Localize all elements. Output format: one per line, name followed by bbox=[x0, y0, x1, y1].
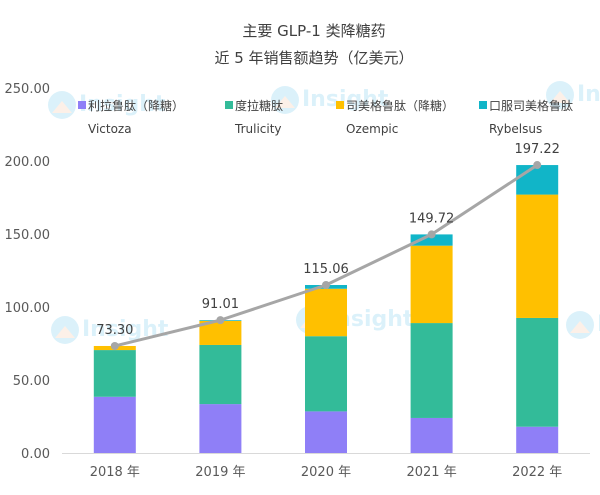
legend-label: 口服司美格鲁肽 bbox=[489, 98, 573, 113]
legend-label: 利拉鲁肽（降糖） bbox=[88, 98, 184, 113]
watermark: Insight bbox=[48, 91, 166, 119]
x-tick-label: 2022 年 bbox=[512, 465, 562, 480]
legend-item: 度拉糖肽 Trulicity bbox=[225, 98, 283, 136]
y-tick-label: 0.00 bbox=[21, 447, 50, 462]
total-point bbox=[110, 341, 119, 350]
bar-segment bbox=[410, 245, 453, 324]
bars bbox=[93, 165, 559, 453]
legend-label: 度拉糖肽 bbox=[235, 98, 283, 113]
watermark-text: Insight bbox=[79, 92, 166, 117]
total-data-label: 91.01 bbox=[202, 297, 239, 312]
total-line: 73.30 91.01 115.06 149.72 197.22 bbox=[96, 142, 560, 350]
y-tick-label: 50.00 bbox=[13, 374, 50, 389]
total-data-label: 73.30 bbox=[96, 323, 133, 338]
legend-sublabel: Trulicity bbox=[234, 122, 282, 136]
total-data-label: 149.72 bbox=[409, 211, 455, 226]
bar-segment bbox=[410, 417, 453, 453]
bar-segment bbox=[516, 194, 559, 318]
legend-swatch bbox=[336, 101, 344, 109]
bar-segment bbox=[305, 336, 347, 412]
bar-segment bbox=[516, 426, 559, 453]
bar-segment bbox=[305, 411, 347, 453]
total-point bbox=[322, 281, 330, 290]
bar-segment bbox=[305, 288, 347, 337]
bar-segment bbox=[199, 404, 242, 453]
legend-swatch bbox=[479, 101, 487, 109]
total-point bbox=[533, 161, 542, 170]
watermark: Insight bbox=[51, 316, 169, 344]
legend-item: 司美格鲁肽（降糖） Ozempic bbox=[336, 98, 454, 136]
total-data-label: 115.06 bbox=[303, 262, 349, 277]
legend-swatch bbox=[225, 101, 233, 109]
x-tick-label: 2019 年 bbox=[195, 465, 245, 480]
y-axis: 0.00 50.00 100.00 150.00 200.00 250.00 bbox=[5, 82, 51, 462]
legend-item: 口服司美格鲁肽 Rybelsus bbox=[479, 98, 573, 136]
legend: 利拉鲁肽（降糖） Victoza 度拉糖肽 Trulicity 司美格鲁肽（降糖） Oze… bbox=[78, 98, 573, 136]
legend-sublabel: Victoza bbox=[88, 122, 132, 136]
watermark: Insight bbox=[546, 81, 600, 109]
bar-segment bbox=[93, 350, 136, 397]
watermark-text: Insight bbox=[597, 312, 600, 337]
y-tick-label: 200.00 bbox=[5, 155, 51, 170]
chart-title-line-1: 主要 GLP-1 类降糖药 bbox=[242, 22, 385, 40]
chart-title-line-2: 近 5 年销售额趋势（亿美元） bbox=[214, 49, 413, 67]
watermark-layer: InsightInsightInsightInsightInsightInsig… bbox=[48, 81, 600, 344]
bar-segment bbox=[410, 234, 453, 246]
total-data-label: 197.22 bbox=[514, 142, 560, 157]
legend-item: 利拉鲁肽（降糖） Victoza bbox=[78, 98, 184, 136]
total-point bbox=[216, 316, 225, 325]
x-tick-label: 2018 年 bbox=[90, 465, 140, 480]
watermark: Insight bbox=[271, 86, 389, 114]
x-tick-label: 2021 年 bbox=[406, 465, 456, 480]
y-tick-label: 150.00 bbox=[5, 228, 51, 243]
bar-segment bbox=[516, 165, 559, 195]
y-tick-label: 250.00 bbox=[5, 82, 51, 97]
watermark-text: Insight bbox=[82, 317, 169, 342]
bar-segment bbox=[199, 344, 242, 405]
y-tick-label: 100.00 bbox=[5, 301, 51, 316]
x-axis: 2018 年 2019 年 2020 年 2021 年 2022 年 bbox=[62, 453, 590, 480]
legend-swatch bbox=[78, 101, 86, 109]
bar-segment bbox=[410, 323, 453, 418]
total-point bbox=[427, 230, 436, 239]
legend-sublabel: Rybelsus bbox=[489, 122, 542, 136]
watermark-text: Insight bbox=[302, 87, 389, 112]
legend-label: 司美格鲁肽（降糖） bbox=[346, 98, 454, 113]
x-tick-label: 2020 年 bbox=[301, 465, 351, 480]
bar-segment bbox=[93, 396, 136, 453]
legend-sublabel: Ozempic bbox=[346, 122, 398, 136]
watermark: Insight bbox=[566, 311, 600, 339]
watermark-text: Insight bbox=[577, 82, 600, 107]
bar-segment bbox=[516, 317, 559, 427]
